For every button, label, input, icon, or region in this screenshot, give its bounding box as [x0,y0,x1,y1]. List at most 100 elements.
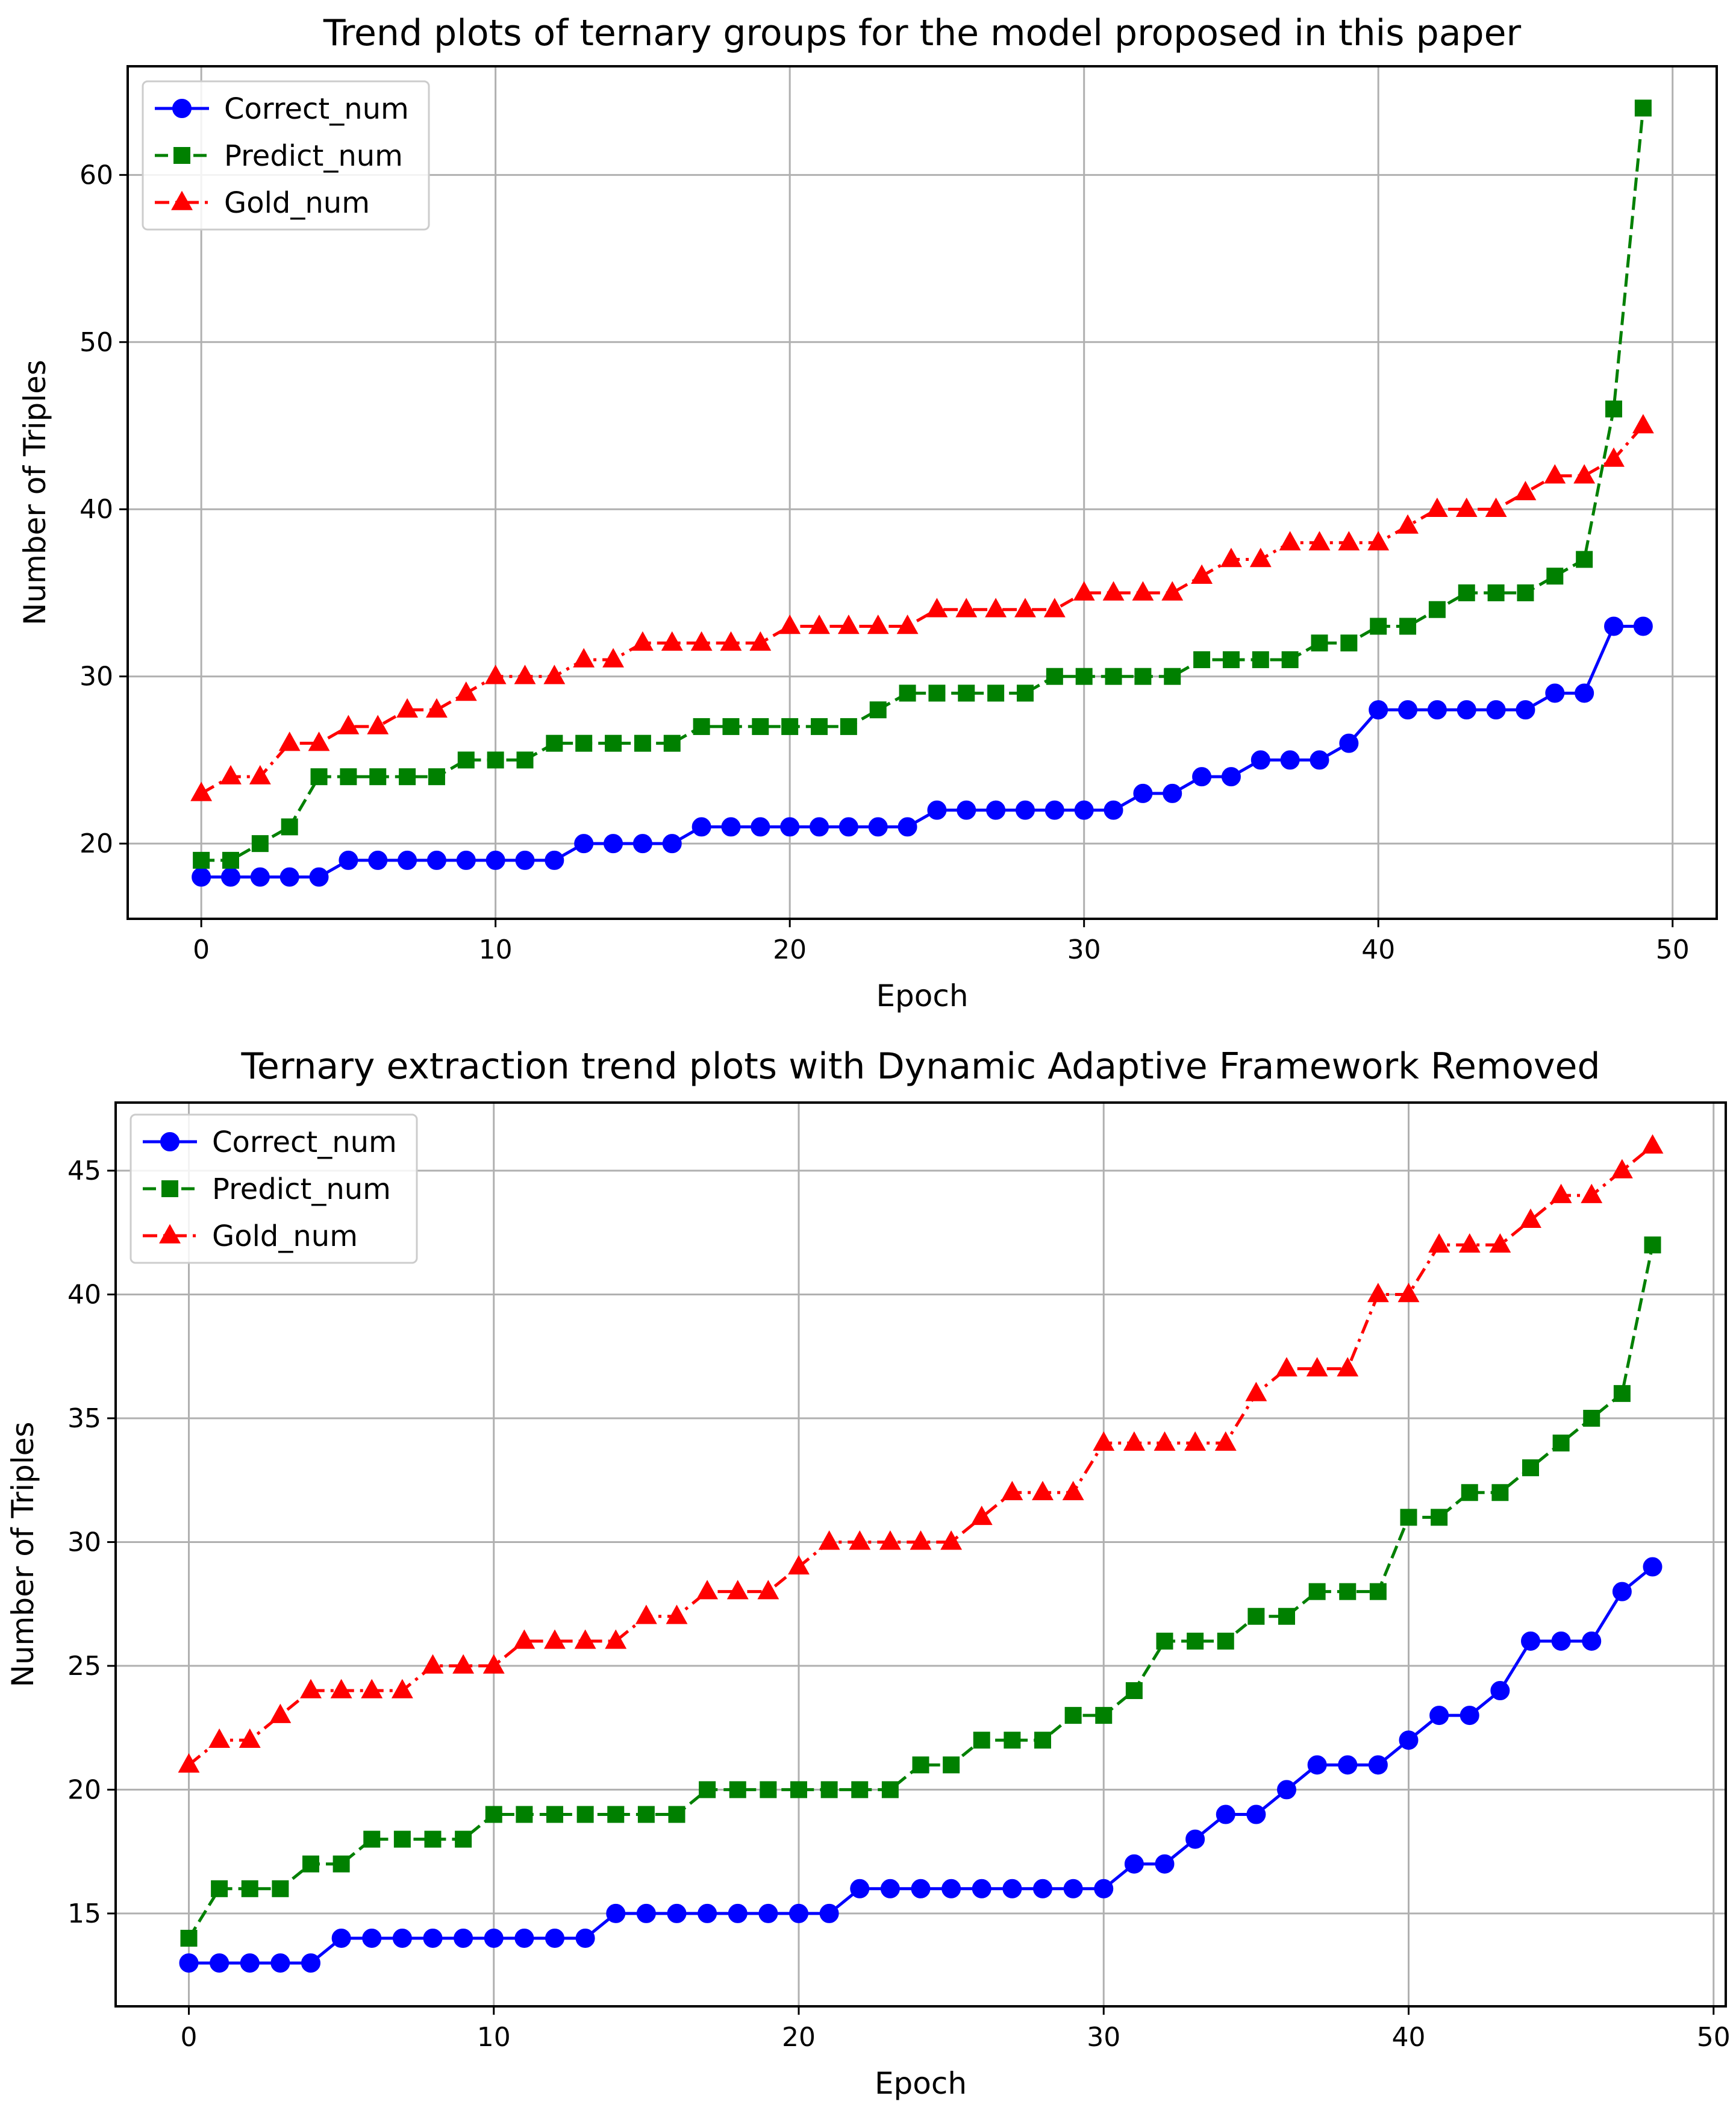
data-point [573,648,595,668]
series-gold-num [178,1134,1664,1773]
data-point [851,1781,869,1798]
data-point [516,1806,533,1823]
data-point [636,1903,656,1923]
data-point [1276,1357,1297,1377]
data-point [940,1530,963,1550]
data-point [696,1580,719,1600]
data-point [720,631,742,651]
legend: Correct_num Predict_num Gold_num [142,80,430,231]
data-point [1154,1431,1176,1451]
data-point [1367,1283,1389,1303]
data-point [1428,601,1446,618]
data-point [192,867,211,887]
data-point [1093,1431,1115,1451]
data-point [1521,1631,1540,1651]
data-point [456,850,476,870]
data-point [1124,1854,1144,1874]
data-point [605,734,622,752]
data-point [398,850,417,870]
data-point [663,734,681,752]
data-point [1490,1681,1510,1701]
data-point [899,684,916,702]
data-point [574,834,594,854]
data-point [485,1806,502,1823]
data-point [926,598,948,618]
data-point [632,834,652,854]
data-point [1487,584,1505,601]
data-point [1428,1233,1450,1253]
data-point [301,1953,320,1973]
data-point [1516,700,1535,720]
legend-item-correct-num: Correct_num [143,1125,397,1159]
data-point [220,765,242,784]
data-point [423,1928,443,1948]
data-point [1400,1509,1417,1526]
data-point [819,1903,839,1923]
data-point [1246,1804,1266,1824]
data-point [239,1728,261,1748]
data-point [1046,668,1063,685]
data-point [1338,1755,1358,1775]
data-point [1308,531,1331,551]
data-point [367,715,389,734]
data-point [300,1679,322,1698]
data-point [838,817,858,837]
data-point [178,1753,200,1773]
data-point [867,615,889,634]
legend-marker [172,99,192,118]
data-point [602,648,624,668]
plot-frame [126,65,1718,920]
data-point [1644,1236,1661,1254]
data-point [1102,581,1125,601]
data-point [1306,1357,1328,1377]
data-point [193,851,210,869]
data-point [1280,750,1300,770]
data-point [1581,1183,1603,1203]
x-axis-label: Epoch [876,978,968,1013]
data-point [1337,1357,1359,1377]
data-point [428,768,445,786]
data-point [788,1555,810,1575]
data-point [1132,581,1154,601]
data-point [369,768,387,786]
legend-marker [160,1132,180,1151]
data-point [1307,1755,1327,1775]
data-point [955,598,978,618]
data-point [605,1629,627,1649]
data-point [779,615,801,634]
x-tick-label: 0 [181,2022,198,2053]
data-point [1281,651,1299,668]
data-point [1641,1134,1664,1154]
data-point [251,835,269,853]
data-point [514,1928,534,1948]
data-point [631,631,654,651]
data-point [1095,1707,1113,1724]
data-point [780,817,800,837]
y-axis-label: Number of Triples [17,360,52,625]
data-point [607,1806,625,1823]
chart-bottom: 0 10 20 30 40 50 15 20 25 30 35 40 45 Ternary extract… [5,1045,1731,2101]
data-point [426,850,446,870]
data-point [1550,1183,1572,1203]
data-point [1514,481,1537,501]
legend-box [142,80,430,231]
x-tick-label: 10 [477,2022,511,2053]
data-point [1458,1233,1481,1253]
y-tick-label: 60 [80,160,113,190]
data-point [1582,1631,1602,1651]
y-axis-label: Number of Triples [5,1422,40,1688]
data-point [898,817,917,837]
data-point [1185,1829,1205,1849]
data-point [180,1929,198,1947]
legend: Correct_num Predict_num Gold_num [130,1113,418,1264]
plot-frame [114,1101,1727,2008]
legend-box [130,1113,418,1264]
data-point [1552,1435,1570,1452]
data-point [1217,1632,1234,1650]
data-point [484,665,507,684]
data-point [879,1530,901,1550]
data-point [728,1903,748,1923]
data-point [1250,750,1270,770]
data-point [240,1953,260,1973]
y-tick-label: 20 [80,828,113,859]
